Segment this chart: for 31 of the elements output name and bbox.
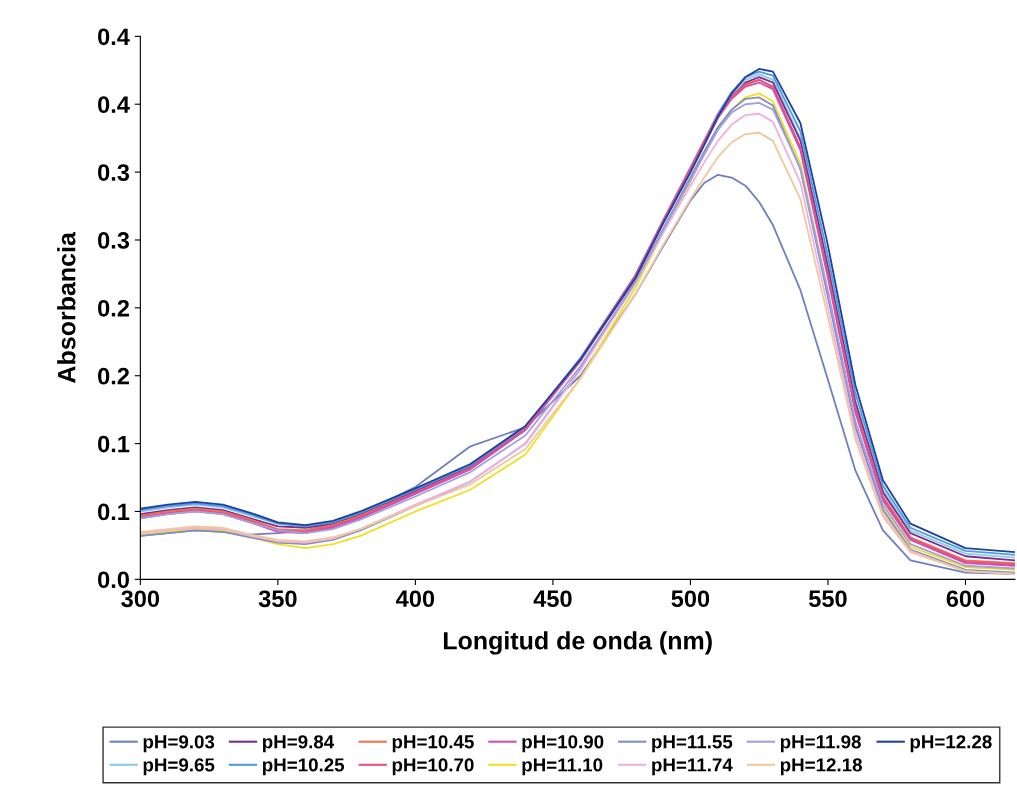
legend-label: pH=11.74 <box>652 758 733 776</box>
legend-label: pH=9.03 <box>143 735 215 753</box>
x-tick-label: 300 <box>121 590 160 608</box>
y-tick-label: 0.3 <box>98 164 130 181</box>
x-axis-title: Longitud de onda (nm) <box>443 631 712 655</box>
legend-label: pH=10.45 <box>392 735 474 753</box>
legend-label: pH=10.70 <box>392 758 474 776</box>
y-tick-label: 0.0 <box>98 571 129 589</box>
legend-label: pH=11.98 <box>780 735 861 753</box>
y-tick-label: 0.1 <box>98 503 130 521</box>
legend-label: pH=9.65 <box>143 758 215 776</box>
legend-label: pH=11.10 <box>522 758 603 776</box>
x-tick-label: 500 <box>671 590 710 608</box>
x-tick-label: 450 <box>533 590 572 608</box>
legend-label: pH=10.25 <box>262 758 345 776</box>
y-tick-label: 0.2 <box>98 299 129 317</box>
y-axis-title: Absorbancia <box>57 231 76 383</box>
legend-label: pH=12.18 <box>780 758 862 776</box>
x-tick-label: 550 <box>808 590 847 608</box>
y-tick-label: 0.4 <box>98 28 130 46</box>
x-tick-label: 350 <box>258 590 297 608</box>
y-tick-label: 0.3 <box>98 232 130 249</box>
y-tick-label: 0.4 <box>98 96 130 114</box>
legend-label: pH=9.84 <box>262 735 335 753</box>
x-tick-label: 600 <box>946 590 985 608</box>
legend-label: pH=11.55 <box>652 735 733 753</box>
y-tick-label: 0.2 <box>98 367 129 385</box>
x-tick-label: 400 <box>396 590 435 608</box>
legend-label: pH=10.90 <box>522 735 604 753</box>
legend-label: pH=12.28 <box>910 735 992 753</box>
y-tick-label: 0.1 <box>98 435 130 453</box>
